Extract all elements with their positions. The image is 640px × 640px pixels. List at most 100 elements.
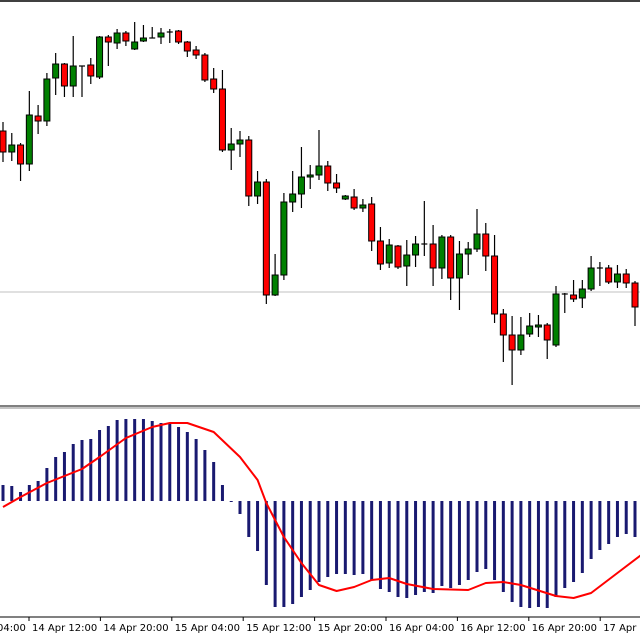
candle <box>122 31 130 46</box>
candle-body <box>254 181 262 197</box>
histogram-bar <box>572 501 576 582</box>
histogram-bar <box>335 501 339 574</box>
oscillator-panel[interactable] <box>1 419 640 608</box>
candle-body <box>324 165 332 184</box>
histogram-bar <box>185 432 189 501</box>
histogram-bar <box>615 501 619 537</box>
candle <box>201 53 209 82</box>
histogram-bar <box>1 485 5 501</box>
histogram-bar <box>361 501 365 574</box>
candle-body <box>368 203 376 242</box>
candle <box>491 235 499 323</box>
histogram-bar <box>282 501 286 607</box>
candle <box>517 317 525 355</box>
histogram-bar <box>598 501 602 550</box>
histogram-bar <box>264 501 268 585</box>
histogram-bar <box>440 501 444 586</box>
candle-body <box>104 36 112 43</box>
histogram-bar <box>299 501 303 597</box>
candle-body <box>455 253 463 279</box>
histogram-bar <box>212 462 216 501</box>
candle <box>613 265 621 288</box>
histogram-bar <box>168 423 172 501</box>
candle-body <box>534 324 542 328</box>
candle <box>297 147 305 208</box>
histogram-bar <box>80 440 84 501</box>
histogram-bar <box>536 501 540 607</box>
candle <box>350 189 358 210</box>
time-tick-label: 16 Apr 20:00 <box>532 623 597 634</box>
candle <box>149 27 156 39</box>
candle <box>280 193 288 280</box>
candle-body <box>464 248 472 255</box>
candle-body <box>25 114 33 165</box>
candle <box>622 269 630 288</box>
candle <box>34 105 42 134</box>
candle <box>166 29 173 43</box>
candle <box>570 280 578 302</box>
candle <box>175 30 183 44</box>
candle-body <box>227 143 235 151</box>
candle-body <box>341 195 349 200</box>
candle <box>245 136 253 206</box>
candle <box>69 36 77 97</box>
candle-body <box>438 236 446 269</box>
candle-body <box>543 324 551 341</box>
candle-body <box>385 244 393 264</box>
time-tick-label: 15 Apr 20:00 <box>318 623 383 634</box>
signal-line <box>2 422 640 599</box>
candle-body <box>122 32 130 42</box>
candle <box>368 197 376 251</box>
candle <box>499 309 507 362</box>
candle-body <box>236 139 244 145</box>
histogram-bar <box>256 501 260 551</box>
histogram-bar <box>563 501 567 588</box>
candle <box>43 73 51 126</box>
histogram-bar <box>607 501 611 544</box>
histogram-bar <box>115 420 119 501</box>
candle <box>412 236 420 267</box>
time-tick-label: 14 Apr 12:00 <box>32 623 97 634</box>
candle-body <box>8 144 16 153</box>
histogram-bar <box>510 501 514 602</box>
candle-body <box>359 204 367 209</box>
candle <box>605 265 613 284</box>
candle-body <box>183 41 191 52</box>
candle-body <box>429 243 437 269</box>
candle-body <box>43 78 51 122</box>
candle-body <box>34 115 42 122</box>
candle-body <box>412 243 420 256</box>
histogram-bar <box>554 501 558 597</box>
price-panel[interactable] <box>0 22 640 385</box>
candle-body <box>473 233 481 250</box>
histogram-bar <box>317 501 321 582</box>
histogram-bar <box>589 501 593 559</box>
candle-body <box>315 165 323 176</box>
histogram-bar <box>528 501 532 608</box>
candle <box>526 313 534 337</box>
candle <box>104 35 112 66</box>
candle <box>473 209 481 252</box>
candle <box>0 122 7 162</box>
candle-body <box>175 30 183 43</box>
candle-body <box>87 64 95 77</box>
candle <box>227 128 235 170</box>
histogram-bar <box>238 501 242 514</box>
candle <box>508 316 516 385</box>
candle-body <box>131 41 139 50</box>
histogram-bar <box>431 501 435 593</box>
candle-body <box>482 233 490 257</box>
candle-body <box>587 267 595 290</box>
candle <box>455 241 463 310</box>
candle-body <box>578 288 586 299</box>
candle-body <box>491 255 499 315</box>
candle-body <box>508 334 516 351</box>
histogram-bar <box>387 501 391 592</box>
candle <box>8 133 16 161</box>
histogram-bar <box>405 501 409 598</box>
histogram-bar <box>45 468 49 501</box>
candle <box>561 293 568 313</box>
histogram-bar <box>133 419 137 501</box>
candle <box>52 53 60 95</box>
